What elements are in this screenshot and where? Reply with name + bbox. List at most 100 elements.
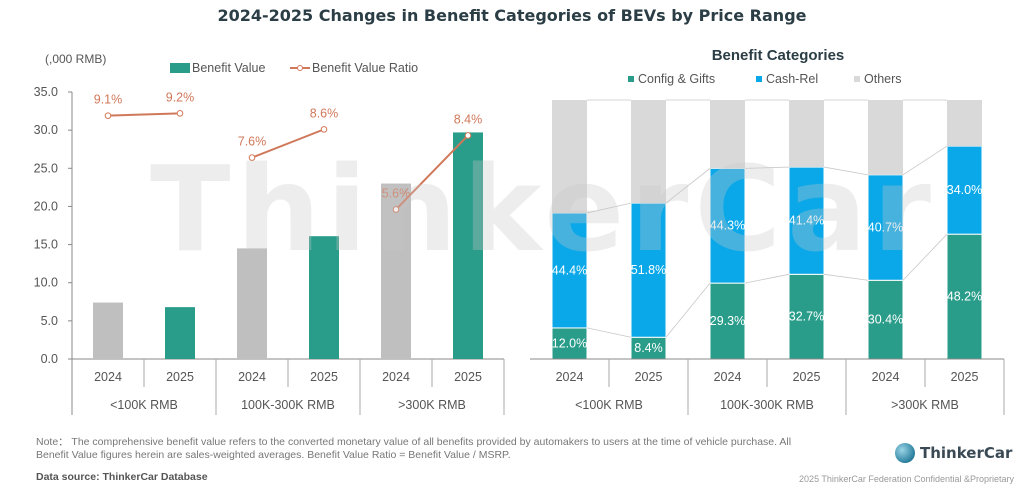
x-tick-label: 2024 <box>382 370 410 384</box>
y-tick-label: 20.0 <box>34 199 58 213</box>
y-tick-label: 5.0 <box>41 314 58 328</box>
stacked-segment-others <box>868 100 903 175</box>
segment-label: 29.3% <box>710 314 745 328</box>
x-tick-label: 2024 <box>94 370 122 384</box>
segment-label: 44.3% <box>710 219 745 233</box>
bar-benefit-value <box>309 236 339 359</box>
group-label: <100K RMB <box>110 398 178 412</box>
group-label: 100K-300K RMB <box>241 398 335 412</box>
segment-label: 30.4% <box>868 313 903 327</box>
legend-label: Others <box>864 72 902 86</box>
brand-logo: ThinkerCar <box>895 443 1012 463</box>
x-tick-label: 2025 <box>793 370 821 384</box>
bar-benefit-value <box>381 183 411 359</box>
stacked-segment-others <box>631 100 666 204</box>
y-tick-label: 25.0 <box>34 161 58 175</box>
stacked-segment-others <box>947 100 982 147</box>
y-tick-label: 35.0 <box>34 85 58 99</box>
x-tick-label: 2025 <box>166 370 194 384</box>
data-source: Data source: ThinkerCar Database <box>36 471 208 483</box>
y-tick-label: 30.0 <box>34 123 58 137</box>
ratio-label: 5.6% <box>382 186 411 200</box>
group-label: >300K RMB <box>398 398 466 412</box>
segment-label: 12.0% <box>552 336 587 350</box>
segment-label: 34.0% <box>947 183 982 197</box>
x-tick-label: 2025 <box>310 370 338 384</box>
ratio-line-segment <box>251 128 325 159</box>
segment-label: 8.4% <box>634 341 663 355</box>
legend-swatch <box>756 76 762 82</box>
legend-label-benefit-value: Benefit Value <box>192 61 265 75</box>
x-tick-label: 2025 <box>951 370 979 384</box>
stacked-segment-cash-rel <box>709 167 746 284</box>
stacked-segment-cash-rel <box>551 212 588 329</box>
segment-label: 40.7% <box>868 221 903 235</box>
series-connector-line <box>823 273 869 281</box>
benefit-categories-chart: Benefit Categories Config & Gifts Cash-Rel… <box>530 47 1005 415</box>
x-tick-label: 2025 <box>454 370 482 384</box>
segment-label: 48.2% <box>947 290 982 304</box>
segment-label: 32.7% <box>789 310 824 324</box>
page-title: 2024-2025 Changes in Benefit Categories … <box>217 6 807 25</box>
legend-label: Config & Gifts <box>638 72 715 86</box>
y-tick-label: 15.0 <box>34 238 58 252</box>
stacked-segment-others <box>552 100 587 213</box>
legend-swatch <box>854 76 860 82</box>
segment-label: 44.4% <box>552 263 587 277</box>
segment-label: 41.4% <box>789 214 824 228</box>
ratio-point <box>248 154 256 161</box>
y-axis-unit: (,000 RMB) <box>45 52 106 66</box>
series-connector-line <box>586 327 632 338</box>
legend-marker-ratio <box>297 65 303 71</box>
bar-benefit-value <box>93 302 123 359</box>
ratio-point <box>176 110 184 117</box>
x-tick-label: 2024 <box>238 370 266 384</box>
x-tick-label: 2024 <box>556 370 584 384</box>
series-connector-line <box>823 166 869 176</box>
ratio-line-segment <box>107 112 181 117</box>
ratio-label: 8.4% <box>454 112 483 126</box>
ratio-label: 9.2% <box>166 90 195 104</box>
stacked-segment-cash-rel <box>630 202 667 338</box>
legend-label-ratio: Benefit Value Ratio <box>312 61 418 75</box>
stacked-segment-cash-rel <box>788 166 825 275</box>
x-tick-label: 2025 <box>635 370 663 384</box>
x-tick-label: 2024 <box>714 370 742 384</box>
bar-benefit-value <box>237 248 267 359</box>
ratio-line-segment <box>395 134 469 211</box>
series-connector-line <box>586 202 632 214</box>
x-tick-label: 2024 <box>872 370 900 384</box>
stacked-segment-others <box>789 100 824 168</box>
benefit-value-chart: (,000 RMB) Benefit Value Benefit Value Rat… <box>34 52 505 415</box>
stacked-segment-config-gifts <box>709 282 746 360</box>
chart-title: Benefit Categories <box>712 47 845 64</box>
y-tick-label: 0.0 <box>41 352 58 366</box>
group-label: 100K-300K RMB <box>720 398 814 412</box>
brand-name: ThinkerCar <box>920 444 1013 462</box>
y-tick-label: 10.0 <box>34 276 58 290</box>
ratio-point <box>464 132 472 139</box>
ratio-label: 7.6% <box>238 135 267 149</box>
ratio-point <box>320 126 328 133</box>
copyright: 2025 ThinkerCar Federation Confidential … <box>799 474 1014 484</box>
stacked-segment-others <box>710 100 745 169</box>
series-connector-line <box>665 282 711 338</box>
footnote: Note： The comprehensive benefit value re… <box>36 436 792 461</box>
ratio-point <box>392 206 400 213</box>
stacked-segment-cash-rel <box>867 174 904 281</box>
stacked-segment-cash-rel <box>946 145 983 235</box>
stacked-segment-config-gifts <box>867 279 904 360</box>
series-connector-line <box>902 145 948 176</box>
ratio-point <box>104 112 112 119</box>
series-connector-line <box>665 168 711 204</box>
series-connector-line <box>744 166 790 169</box>
ratio-label: 8.6% <box>310 106 339 120</box>
segment-label: 51.8% <box>631 263 666 277</box>
legend-swatch <box>628 76 634 82</box>
legend-label: Cash-Rel <box>766 72 818 86</box>
series-connector-line <box>744 273 790 284</box>
ratio-label: 9.1% <box>94 93 123 107</box>
group-label: <100K RMB <box>575 398 643 412</box>
group-label: >300K RMB <box>891 398 959 412</box>
series-connector-line <box>902 233 948 281</box>
